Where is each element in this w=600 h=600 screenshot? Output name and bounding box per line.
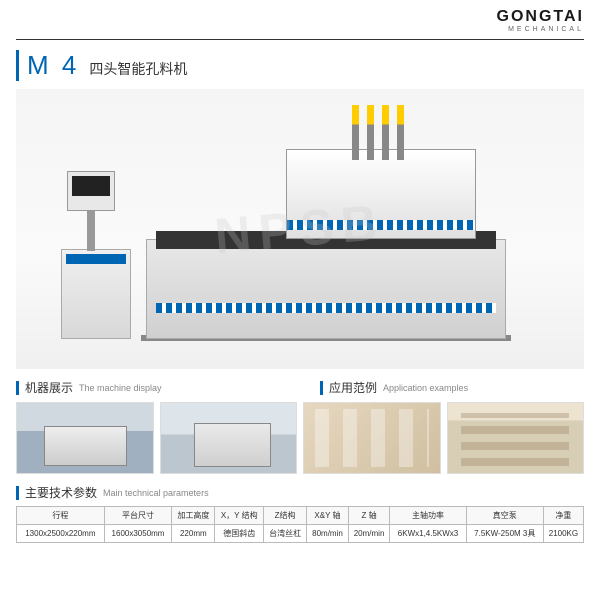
td-4: 台湾丝杠 bbox=[264, 525, 307, 543]
td-9: 2100KG bbox=[543, 525, 583, 543]
td-8: 7.5KW-250M 3具 bbox=[466, 525, 543, 543]
th-1: 平台尺寸 bbox=[104, 507, 172, 525]
brand-block: GONGTAI MECHANICAL bbox=[16, 8, 584, 33]
section-display-zh: 机器展示 bbox=[25, 379, 73, 396]
th-2: 加工高度 bbox=[172, 507, 215, 525]
th-8: 真空泵 bbox=[466, 507, 543, 525]
thumb-machine-1 bbox=[16, 402, 154, 474]
divider bbox=[16, 39, 584, 40]
th-5: X&Y 轴 bbox=[307, 507, 349, 525]
machine-body bbox=[146, 239, 506, 339]
params-header-row: 行程 平台尺寸 加工高度 X，Y 结构 Z结构 X&Y 轴 Z 轴 主轴功率 真… bbox=[17, 507, 584, 525]
title-row: M 4 四头智能孔料机 bbox=[16, 50, 584, 81]
td-0: 1300x2500x220mm bbox=[17, 525, 105, 543]
thumbnail-row bbox=[16, 402, 584, 474]
td-5: 80m/min bbox=[307, 525, 349, 543]
brand-sub: MECHANICAL bbox=[16, 26, 584, 33]
th-9: 净重 bbox=[543, 507, 583, 525]
td-7: 6KWx1,4.5KWx3 bbox=[390, 525, 466, 543]
section-apps-en: Application examples bbox=[383, 383, 468, 393]
params-value-row: 1300x2500x220mm 1600x3050mm 220mm 德国斜齿 台… bbox=[17, 525, 584, 543]
section-apps-zh: 应用范例 bbox=[329, 379, 377, 396]
section-display-en: The machine display bbox=[79, 383, 162, 393]
console-illustration bbox=[61, 189, 131, 339]
thumb-application-1 bbox=[303, 402, 441, 474]
th-3: X，Y 结构 bbox=[215, 507, 264, 525]
th-7: 主轴功率 bbox=[390, 507, 466, 525]
td-3: 德国斜齿 bbox=[215, 525, 264, 543]
brand-main: GONGTAI bbox=[16, 8, 584, 26]
td-1: 1600x3050mm bbox=[104, 525, 172, 543]
section-params-en: Main technical parameters bbox=[103, 488, 209, 498]
td-2: 220mm bbox=[172, 525, 215, 543]
th-4: Z结构 bbox=[264, 507, 307, 525]
model-desc: 四头智能孔料机 bbox=[89, 59, 187, 79]
th-6: Z 轴 bbox=[348, 507, 390, 525]
machine-gantry bbox=[286, 149, 476, 239]
section-params-zh: 主要技术参数 bbox=[25, 484, 97, 501]
model-code: M 4 bbox=[16, 50, 79, 81]
th-0: 行程 bbox=[17, 507, 105, 525]
hero-image: NPSB bbox=[16, 89, 584, 369]
td-6: 20m/min bbox=[348, 525, 390, 543]
params-table: 行程 平台尺寸 加工高度 X，Y 结构 Z结构 X&Y 轴 Z 轴 主轴功率 真… bbox=[16, 506, 584, 543]
thumb-application-2 bbox=[447, 402, 585, 474]
section-headers: 机器展示 The machine display 应用范例 Applicatio… bbox=[16, 379, 584, 396]
thumb-machine-2 bbox=[160, 402, 298, 474]
